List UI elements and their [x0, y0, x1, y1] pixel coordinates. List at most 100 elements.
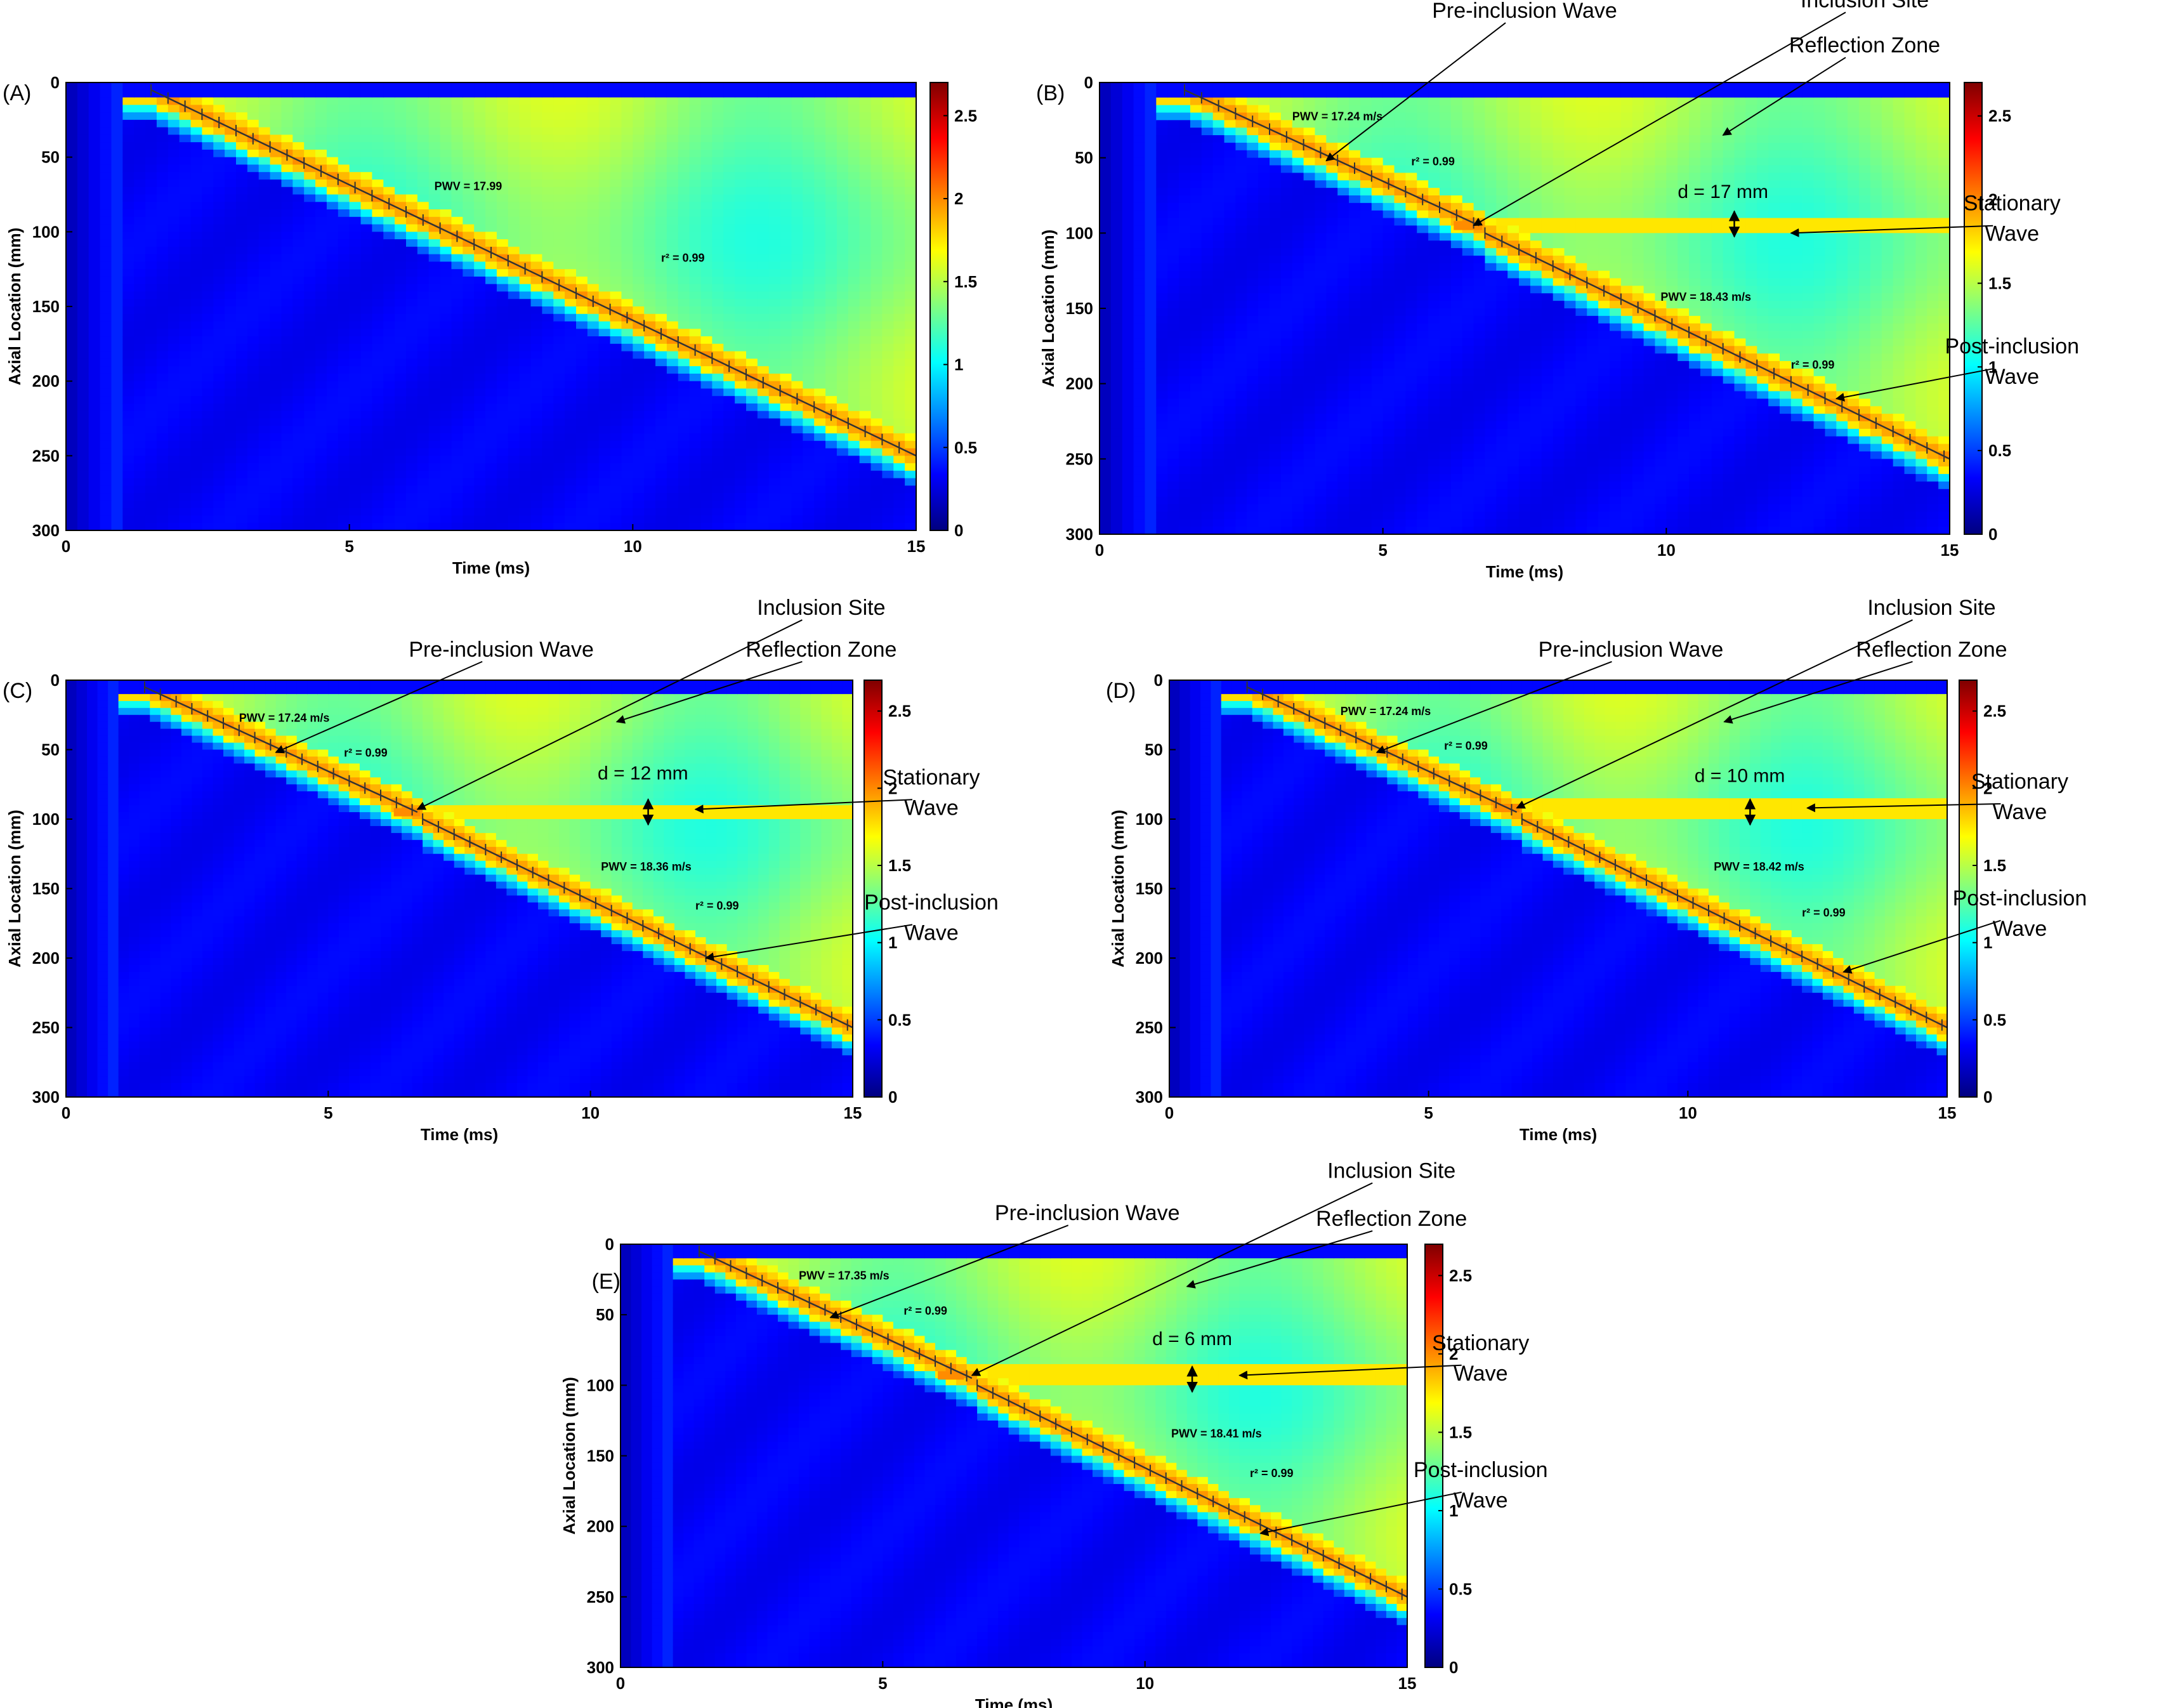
heatmap-cell [100, 105, 112, 113]
heatmap-cell [360, 485, 373, 494]
heatmap-cell [304, 254, 316, 263]
heatmap-cell [236, 351, 248, 360]
heatmap-cell [349, 396, 362, 404]
heatmap-cell [179, 448, 192, 457]
heatmap-cell [77, 232, 89, 240]
heatmap-cell [270, 508, 282, 516]
heatmap-cell [156, 329, 169, 337]
heatmap-cell [304, 187, 316, 195]
heatmap-cell [383, 388, 395, 397]
heatmap-cell [247, 343, 259, 352]
heatmap-cell [111, 142, 124, 150]
heatmap-cell [270, 261, 282, 270]
heatmap-cell [88, 470, 101, 479]
heatmap-cell [247, 426, 259, 434]
heatmap-cell [167, 493, 180, 501]
heatmap-cell [372, 358, 384, 367]
heatmap-cell [349, 82, 362, 91]
heatmap-cell [179, 411, 192, 419]
heatmap-cell [372, 127, 384, 136]
heatmap-cell [383, 440, 395, 449]
heatmap-cell [190, 202, 203, 210]
heatmap-cell [156, 164, 169, 173]
heatmap-cell [236, 202, 248, 210]
heatmap-cell [190, 329, 203, 337]
heatmap-cell [349, 232, 362, 240]
heatmap-cell [156, 202, 169, 210]
heatmap-cell [292, 209, 305, 218]
heatmap-cell [406, 112, 418, 121]
heatmap-cell [349, 112, 362, 121]
heatmap-cell [417, 239, 430, 247]
heatmap-cell [349, 373, 362, 382]
heatmap-cell [77, 313, 89, 322]
heatmap-cell [88, 485, 101, 494]
heatmap-cell [417, 149, 430, 158]
heatmap-cell [406, 97, 418, 106]
heatmap-cell [213, 239, 225, 247]
heatmap-cell [383, 500, 395, 509]
heatmap-cell [270, 500, 282, 509]
heatmap-cell [145, 403, 157, 412]
heatmap-cell [360, 396, 373, 404]
heatmap-cell [372, 485, 384, 494]
heatmap-cell [406, 366, 418, 374]
heatmap-cell [66, 291, 78, 300]
heatmap-cell [406, 142, 418, 150]
heatmap-cell [236, 418, 248, 427]
heatmap-cell [281, 388, 294, 397]
heatmap-cell [258, 149, 271, 158]
heatmap-cell [372, 299, 384, 307]
heatmap-cell [179, 269, 192, 277]
heatmap-cell [100, 239, 112, 247]
heatmap-cell [236, 523, 248, 530]
heatmap-cell [417, 127, 430, 136]
heatmap-cell [270, 515, 282, 524]
heatmap-cell [77, 164, 89, 173]
heatmap-cell [406, 388, 418, 397]
heatmap-cell [236, 470, 248, 479]
heatmap-cell [349, 105, 362, 113]
heatmap-cell [258, 515, 271, 524]
heatmap-cell [66, 493, 78, 501]
heatmap-cell [270, 284, 282, 292]
heatmap-cell [326, 254, 339, 263]
heatmap-cell [156, 142, 169, 150]
heatmap-cell [315, 284, 327, 292]
heatmap-cell [145, 388, 157, 397]
heatmap-cell [156, 343, 169, 352]
heatmap-cell [304, 135, 316, 143]
heatmap-cell [270, 313, 282, 322]
heatmap-cell [304, 209, 316, 218]
heatmap-cell [360, 500, 373, 509]
heatmap-cell [315, 105, 327, 113]
heatmap-cell [360, 403, 373, 412]
heatmap-cell [270, 119, 282, 128]
heatmap-cell [236, 209, 248, 218]
heatmap-cell [77, 456, 89, 464]
heatmap-cell [360, 381, 373, 390]
heatmap-cell [372, 284, 384, 292]
heatmap-cell [338, 478, 350, 487]
heatmap-cell [417, 209, 430, 218]
heatmap-cell [190, 515, 203, 524]
heatmap-cell [349, 343, 362, 352]
heatmap-cell [258, 351, 271, 360]
heatmap-cell [190, 306, 203, 315]
heatmap-cell [134, 418, 146, 427]
heatmap-cell [77, 119, 89, 128]
heatmap-cell [258, 411, 271, 419]
heatmap-cell [202, 187, 214, 195]
heatmap-cell [360, 306, 373, 315]
heatmap-cell [202, 164, 214, 173]
heatmap-cell [270, 485, 282, 494]
heatmap-cell [100, 381, 112, 390]
heatmap-cell [383, 321, 395, 330]
heatmap-cell [281, 373, 294, 382]
heatmap-cell [338, 463, 350, 471]
heatmap-cell [406, 216, 418, 225]
heatmap-cell [360, 343, 373, 352]
heatmap-cell [292, 313, 305, 322]
heatmap-cell [213, 313, 225, 322]
heatmap-cell [111, 164, 124, 173]
